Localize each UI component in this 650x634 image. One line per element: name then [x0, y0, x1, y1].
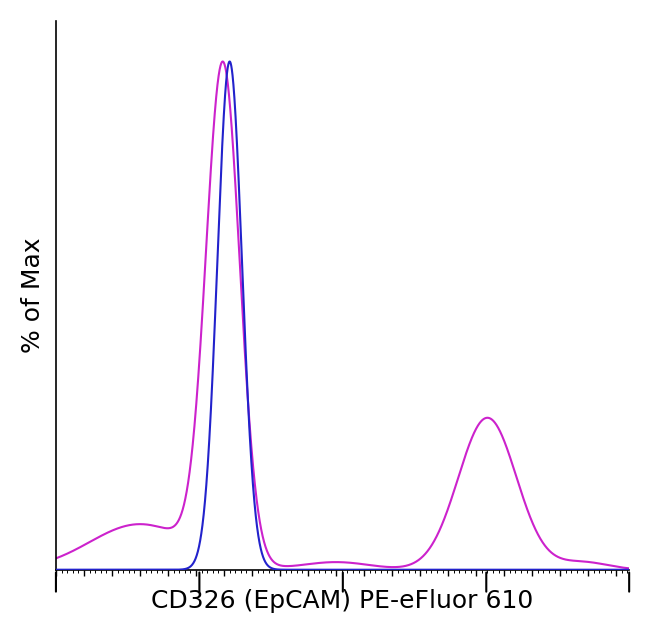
X-axis label: CD326 (EpCAM) PE-eFluor 610: CD326 (EpCAM) PE-eFluor 610 [151, 589, 534, 613]
Y-axis label: % of Max: % of Max [21, 238, 45, 353]
